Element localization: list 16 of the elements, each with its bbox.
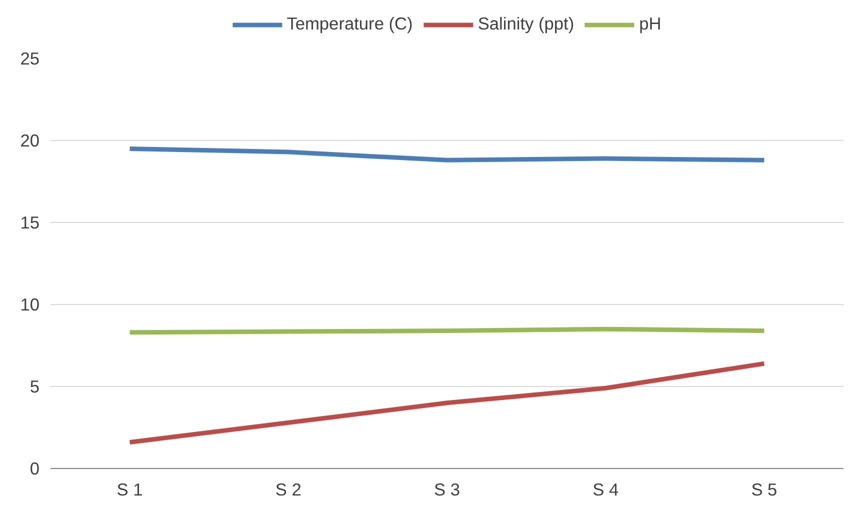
y-tick-label: 0 <box>30 458 40 478</box>
line-series <box>128 146 766 162</box>
y-tick-label: 5 <box>30 376 40 396</box>
x-tick-label: S 4 <box>592 480 619 500</box>
line-series <box>128 361 766 445</box>
x-tick-label: S 2 <box>275 480 302 500</box>
legend-label: Temperature (C) <box>286 14 413 34</box>
x-tick-label: S 1 <box>116 480 143 500</box>
y-tick-label: 20 <box>20 130 40 150</box>
y-tick-label: 15 <box>20 212 40 232</box>
x-tick-label: S 5 <box>751 480 778 500</box>
legend-label: pH <box>639 14 662 34</box>
y-tick-label: 25 <box>20 48 40 68</box>
legend-label: Salinity (ppt) <box>478 14 574 34</box>
y-tick-label: 10 <box>20 294 40 314</box>
x-tick-label: S 3 <box>434 480 460 500</box>
